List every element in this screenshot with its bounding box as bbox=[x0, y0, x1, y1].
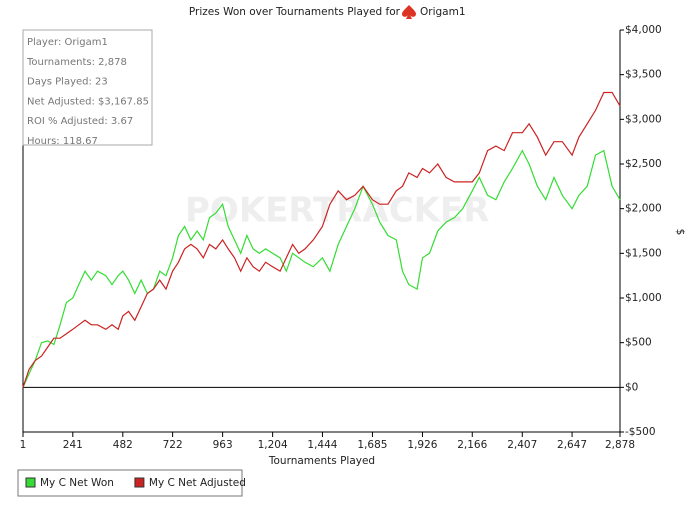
legend bbox=[17, 469, 243, 497]
legend-label: My C Net Adjusted bbox=[149, 477, 246, 489]
spade-icon bbox=[402, 5, 416, 19]
x-tick-label: 1 bbox=[20, 439, 27, 451]
x-tick-label: 482 bbox=[113, 439, 133, 451]
x-tick-label: 2,647 bbox=[557, 439, 587, 451]
y-tick-label: $1,500 bbox=[625, 247, 662, 259]
info-box bbox=[22, 29, 153, 146]
x-tick-label: 1,926 bbox=[407, 439, 437, 451]
x-axis-label: Tournaments Played bbox=[268, 455, 375, 467]
info-line: Days Played: 23 bbox=[27, 77, 108, 88]
x-tick-label: 2,166 bbox=[457, 439, 487, 451]
y-tick-label: $2,000 bbox=[625, 203, 662, 215]
info-line: ROI % Adjusted: 3.67 bbox=[27, 116, 133, 127]
info-line: Player: Origam1 bbox=[27, 37, 108, 48]
info-lines: Player: Origam1 Tournaments: 2,878 Days Pl… bbox=[26, 37, 149, 147]
x-tick-label: 722 bbox=[163, 439, 183, 451]
y-tick-label: $500 bbox=[625, 337, 652, 349]
legend-label: My C Net Won bbox=[40, 477, 114, 489]
series-line bbox=[22, 149, 621, 388]
y-tick-label: $0 bbox=[625, 381, 638, 393]
y-tick-label: $2,500 bbox=[625, 158, 662, 170]
y-tick-label: $1,000 bbox=[625, 292, 662, 304]
x-tick-label: 1,685 bbox=[357, 439, 387, 451]
y-tick-label: $3,500 bbox=[625, 69, 662, 81]
series-line bbox=[22, 91, 621, 388]
legend-swatch bbox=[134, 477, 145, 488]
y-tick-label: $3,000 bbox=[625, 113, 662, 125]
y-axis-label: $ bbox=[674, 229, 686, 236]
info-line: Hours: 118.67 bbox=[27, 136, 98, 147]
y-tick-label: $4,000 bbox=[625, 24, 662, 36]
plot-area: -$500 $0 $500 $1,000 $1,500 $2,000 $2,500 $3,00… bbox=[20, 24, 662, 451]
chart-title: Prizes Won over Tournaments Played for bbox=[189, 6, 401, 18]
x-tick-label: 963 bbox=[213, 439, 233, 451]
x-tick-label: 2,878 bbox=[605, 439, 635, 451]
x-tick-label: 2,407 bbox=[507, 439, 537, 451]
x-tick-label: 1,204 bbox=[258, 439, 288, 451]
info-line: Tournaments: 2,878 bbox=[26, 57, 127, 68]
x-tick-label: 241 bbox=[63, 439, 83, 451]
watermark: POKERTRACKER bbox=[185, 191, 489, 231]
legend-items: My C Net Won My C Net Adjusted bbox=[25, 477, 246, 489]
x-tick-label: 1,444 bbox=[307, 439, 337, 451]
legend-swatch bbox=[25, 477, 36, 488]
chart-title-player: Origam1 bbox=[420, 6, 466, 18]
info-line: Net Adjusted: $3,167.85 bbox=[27, 96, 149, 107]
y-tick-label: -$500 bbox=[625, 426, 656, 438]
